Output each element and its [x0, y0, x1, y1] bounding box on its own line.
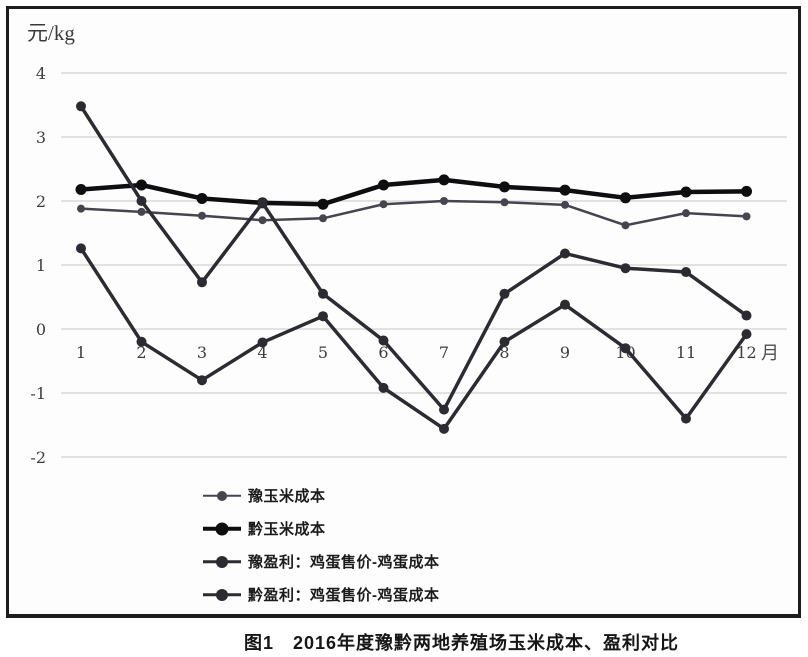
data-point-series-3 [741, 310, 752, 321]
y-tick-label: 4 [36, 64, 46, 83]
legend-label: 黔玉米成本 [248, 521, 326, 538]
legend-label: 豫玉米成本 [248, 488, 326, 505]
data-point-series-3 [560, 248, 570, 259]
data-point-series-3 [318, 288, 328, 299]
data-point-series-1 [136, 179, 147, 191]
x-tick-label: 5 [318, 343, 328, 362]
data-point-series-2 [378, 382, 389, 393]
legend-item-3: 黔盈利：鸡蛋售价-鸡蛋成本 [203, 578, 440, 611]
legend-label: 黔盈利：鸡蛋售价-鸡蛋成本 [248, 587, 440, 604]
legend-item-1: 黔玉米成本 [203, 512, 440, 545]
data-point-series-2 [741, 329, 752, 340]
data-point-series-0 [682, 209, 690, 218]
data-point-series-0 [561, 200, 569, 209]
y-tick-label: -2 [30, 448, 46, 467]
legend-marker-icon [203, 554, 241, 570]
data-point-series-2 [620, 343, 631, 354]
data-point-series-3 [197, 277, 207, 288]
data-point-series-0 [621, 221, 630, 230]
figure-caption: 图1 2016年度豫黔两地养殖场玉米成本、盈利对比 [243, 633, 680, 653]
x-tick-label: 8 [499, 343, 509, 362]
legend-item-0: 豫玉米成本 [203, 479, 440, 512]
data-point-series-0 [258, 216, 267, 225]
x-tick-label: 11 [676, 343, 696, 362]
data-point-series-3 [257, 197, 268, 208]
data-point-series-0 [137, 207, 146, 216]
data-point-series-0 [198, 211, 206, 220]
data-point-series-1 [317, 198, 329, 210]
data-point-series-2 [136, 336, 147, 347]
legend-item-2: 豫盈利：鸡蛋售价-鸡蛋成本 [203, 545, 440, 578]
data-point-series-3 [136, 196, 147, 206]
data-point-series-1 [196, 192, 208, 204]
data-point-series-2 [439, 423, 449, 434]
data-point-series-2 [318, 311, 328, 322]
x-tick-label: 6 [378, 343, 388, 362]
data-point-series-3 [499, 288, 510, 299]
legend-label: 豫盈利：鸡蛋售价-鸡蛋成本 [248, 554, 440, 571]
series-line-3 [79, 104, 749, 412]
series-line-0 [79, 199, 748, 227]
series-line-1 [78, 177, 749, 207]
data-point-series-3 [620, 263, 631, 274]
y-tick-label: -1 [30, 384, 46, 403]
series-line-2 [79, 246, 749, 431]
data-point-series-3 [378, 335, 389, 346]
data-point-series-2 [197, 375, 207, 386]
y-tick-label: 3 [36, 128, 46, 147]
data-point-series-0 [319, 214, 327, 223]
data-point-series-0 [742, 212, 751, 221]
data-point-series-2 [76, 243, 86, 254]
data-point-series-1 [620, 192, 631, 204]
chart-frame: 元/kg [6, 6, 801, 618]
chart-legend: 豫玉米成本黔玉米成本豫盈利：鸡蛋售价-鸡蛋成本 黔盈利：鸡蛋售价-鸡蛋成本 [203, 479, 440, 611]
x-tick-label: 7 [439, 343, 449, 362]
x-axis-unit-label: 月 [761, 343, 779, 364]
data-point-series-3 [439, 404, 449, 415]
data-point-series-1 [559, 184, 571, 196]
data-point-series-1 [680, 186, 692, 198]
data-point-series-2 [681, 413, 691, 424]
data-point-series-3 [681, 267, 691, 278]
legend-marker-icon [203, 488, 241, 504]
x-tick-label: 4 [257, 343, 267, 362]
data-point-series-1 [741, 185, 752, 197]
x-tick-label: 2 [136, 343, 146, 362]
y-tick-label: 0 [36, 320, 46, 339]
x-tick-label: 12 [736, 343, 756, 362]
data-point-series-0 [77, 204, 85, 213]
x-tick-label: 9 [560, 343, 570, 362]
legend-marker-icon [203, 587, 241, 603]
y-tick-label: 2 [36, 192, 46, 211]
data-point-series-2 [499, 336, 510, 347]
data-point-series-0 [500, 198, 509, 207]
data-point-series-2 [560, 299, 570, 310]
data-point-series-2 [257, 337, 268, 348]
data-point-series-3 [76, 101, 86, 112]
y-axis-unit-label: 元/kg [27, 21, 75, 45]
data-point-series-1 [378, 179, 389, 191]
data-point-series-0 [440, 197, 448, 205]
x-tick-label: 3 [197, 343, 207, 362]
y-tick-label: 1 [36, 256, 46, 275]
data-point-series-0 [379, 200, 388, 209]
data-point-series-1 [75, 183, 87, 195]
data-point-series-1 [499, 181, 510, 193]
x-tick-label: 1 [76, 343, 86, 362]
data-point-series-1 [438, 174, 450, 186]
legend-marker-icon [203, 521, 241, 537]
